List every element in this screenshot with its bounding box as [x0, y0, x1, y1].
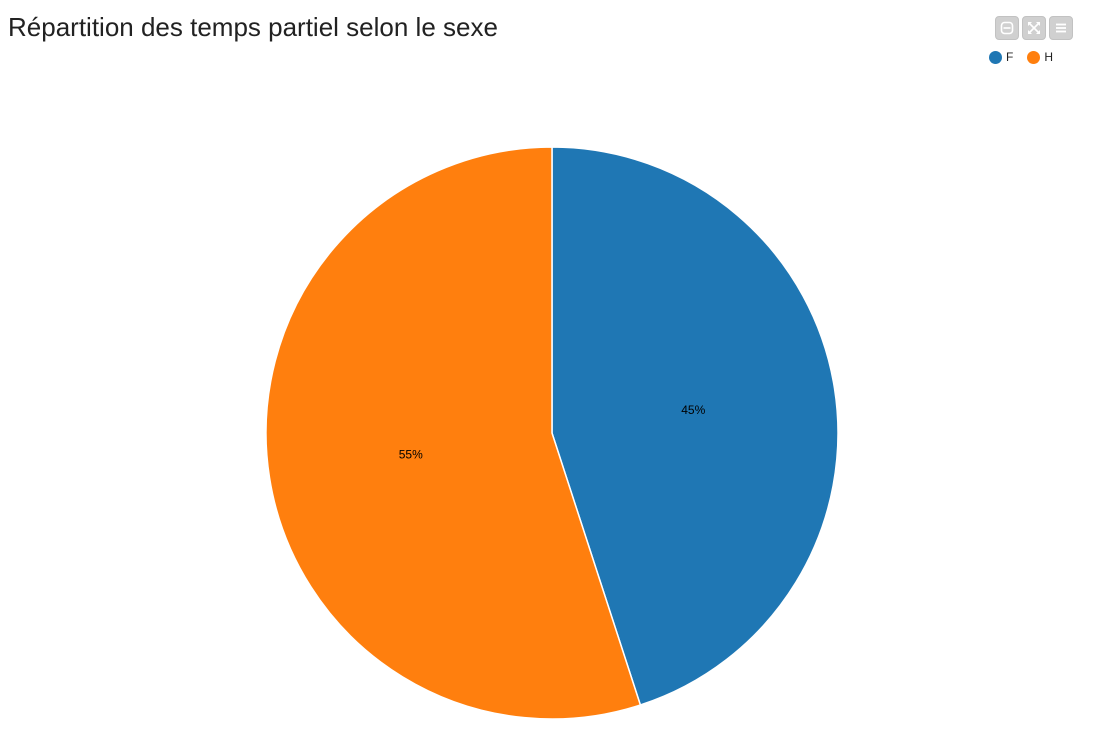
legend-label-f: F	[1006, 50, 1014, 64]
legend-label-h: H	[1044, 50, 1054, 64]
menu-button[interactable]	[1049, 16, 1073, 40]
legend-item-f[interactable]: F	[989, 50, 1013, 64]
chart-title: Répartition des temps partiel selon le s…	[8, 12, 498, 42]
minimize-button[interactable]	[995, 16, 1019, 40]
legend-swatch-f	[989, 50, 1002, 64]
slice-label-h: 55%	[399, 448, 423, 462]
menu-icon	[1056, 23, 1066, 33]
pie-slice-f[interactable]	[551, 146, 839, 706]
pie-slice-h[interactable]	[265, 146, 642, 720]
legend-item-h[interactable]: H	[1027, 50, 1053, 64]
minimize-icon	[1000, 21, 1014, 35]
pie-slices	[265, 146, 839, 720]
fullscreen-button[interactable]	[1022, 16, 1046, 40]
chart-legend: F H	[989, 50, 1053, 64]
legend-swatch-h	[1027, 50, 1041, 64]
chart-toolbar	[995, 16, 1073, 40]
fullscreen-icon	[1028, 22, 1040, 34]
pie-labels: 45% 55%	[399, 403, 706, 462]
slice-label-f: 45%	[681, 403, 705, 417]
